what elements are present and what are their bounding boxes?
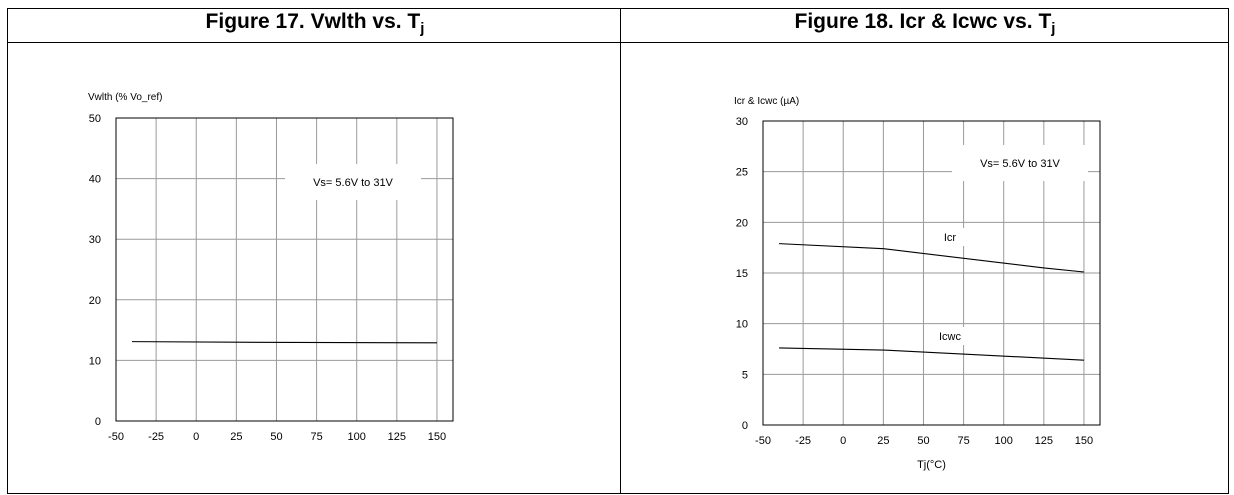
y-tick-label: 30	[89, 234, 101, 246]
y-tick-label: 15	[736, 268, 748, 280]
x-tick-label: 0	[193, 431, 199, 443]
x-tick-label: 50	[917, 435, 929, 447]
y-tick-label: 10	[89, 355, 101, 367]
y-tick-label: 25	[736, 167, 748, 179]
annotation-background	[952, 145, 1088, 181]
x-tick-label: 100	[348, 431, 366, 443]
series-label: Icr	[944, 232, 957, 244]
x-tick-label: 50	[270, 431, 282, 443]
x-tick-label: 75	[310, 431, 322, 443]
figure-frame	[7, 8, 1229, 494]
series-label-background	[932, 327, 968, 345]
x-tick-label: 0	[840, 435, 846, 447]
x-tick-label: 150	[1075, 435, 1093, 447]
annotation-background	[285, 164, 421, 200]
title-row-divider	[7, 42, 1229, 43]
x-tick-label: -50	[755, 435, 771, 447]
y-tick-label: 20	[89, 295, 101, 307]
plot-area-border	[762, 120, 1101, 426]
plot-area-border	[115, 117, 454, 422]
y-tick-label: 0	[95, 416, 101, 428]
x-tick-label: 125	[1035, 435, 1053, 447]
y-tick-label: 50	[89, 113, 101, 125]
x-tick-label: -25	[795, 435, 811, 447]
y-axis-label: Icr & Icwc (µA)	[734, 96, 799, 107]
x-tick-label: 25	[230, 431, 242, 443]
annotation-text: Vs= 5.6V to 31V	[980, 158, 1060, 170]
series-line	[779, 243, 1085, 273]
x-tick-label: 150	[428, 431, 446, 443]
x-tick-label: -50	[108, 431, 124, 443]
series-label-background	[932, 228, 968, 246]
x-axis-label: Tj(°C)	[917, 459, 946, 471]
x-tick-label: -25	[148, 431, 164, 443]
y-tick-label: 40	[89, 174, 101, 186]
series-line	[132, 341, 437, 344]
y-tick-label: 30	[736, 116, 748, 128]
x-tick-label: 125	[388, 431, 406, 443]
y-axis-label: Vwlth (% Vo_ref)	[88, 92, 162, 103]
y-tick-label: 0	[742, 420, 748, 432]
series-line	[779, 347, 1084, 361]
x-tick-label: 100	[995, 435, 1013, 447]
x-tick-label: 25	[877, 435, 889, 447]
y-tick-label: 10	[736, 319, 748, 331]
y-tick-label: 20	[736, 217, 748, 229]
annotation-text: Vs= 5.6V to 31V	[313, 177, 393, 189]
series-label: Icwc	[939, 331, 962, 343]
column-divider	[620, 8, 621, 494]
x-tick-label: 75	[957, 435, 969, 447]
figure-18-title: Figure 18. Icr & Icwc vs. Tj	[794, 10, 1056, 38]
y-tick-label: 5	[742, 369, 748, 381]
figure-17-title: Figure 17. Vwlth vs. Tj	[205, 10, 425, 38]
